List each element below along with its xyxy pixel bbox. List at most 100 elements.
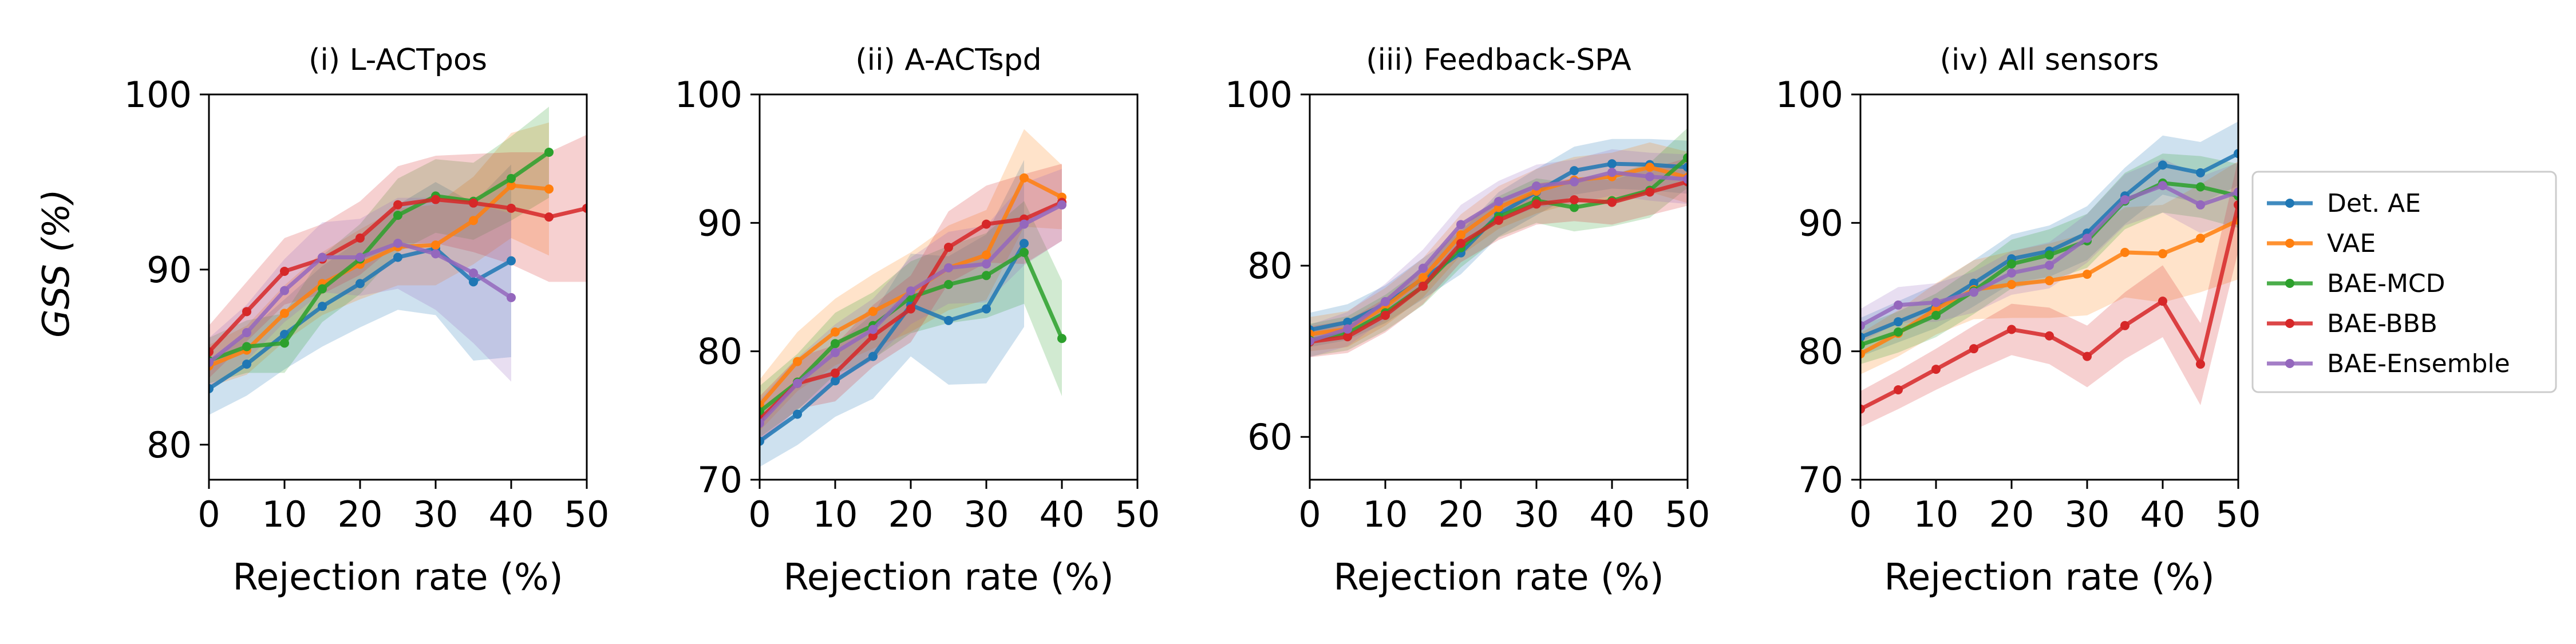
band-det-ae [209,164,511,415]
point-bae-bbb [1343,332,1352,342]
point-bae-bbb [582,203,587,213]
x-tick-label: 0 [197,493,220,535]
x-tick-label: 30 [413,493,459,535]
point-det-ae [1020,239,1029,248]
point-bae-bbb [2045,331,2054,341]
point-vae [507,181,516,191]
x-tick-label: 0 [1849,493,1871,535]
x-tick-label: 50 [564,493,610,535]
legend-marker [2285,279,2294,288]
point-vae [2158,249,2167,259]
point-vae [2045,276,2054,286]
x-tick-label: 20 [888,493,934,535]
legend-marker [2285,199,2294,208]
point-bae-ensemble [1969,287,1978,297]
x-axis-label: Rejection rate (%) [1333,556,1664,599]
legend-marker [2285,359,2294,368]
x-tick-label: 50 [1115,493,1160,535]
point-vae [831,327,840,337]
point-bae-ensemble [982,259,991,269]
point-bae-bbb [1645,187,1654,197]
point-vae [469,216,478,226]
point-bae-mcd [393,211,402,220]
point-bae-mcd [2196,182,2205,192]
point-bae-ensemble [944,263,953,272]
chart-panel-1: 0 10 20 30 40 50 80 90 100 (i) L-ACTpos Rejection … [124,43,610,599]
point-bae-mcd [1057,334,1066,343]
y-tick-label: 70 [1798,459,1843,501]
point-vae [2083,270,2092,279]
x-tick-label: 40 [1040,493,1085,535]
point-bae-mcd [280,338,289,348]
y-tick-label: 90 [1798,202,1843,244]
x-tick-label: 50 [2216,493,2261,535]
point-bae-ensemble [1343,324,1352,334]
point-det-ae [318,302,327,311]
point-bae-ensemble [906,286,915,296]
legend-label: VAE [2327,229,2376,258]
point-bae-ensemble [2196,200,2205,210]
plot-area [1860,121,2238,428]
point-vae [868,307,878,317]
point-bae-ensemble [1570,177,1579,187]
point-det-ae [1343,317,1352,327]
point-det-ae [944,315,953,325]
point-vae [982,250,991,260]
x-tick-label: 40 [489,493,534,535]
point-bae-ensemble [1645,172,1654,181]
legend-marker [2285,319,2294,328]
point-vae [1456,230,1465,240]
point-bae-ensemble [393,239,402,248]
point-bae-ensemble [831,347,840,357]
plot-area [1310,128,1688,358]
legend-label: BAE-MCD [2327,269,2445,298]
point-bae-ensemble [280,286,289,295]
point-bae-bbb [1532,199,1541,209]
point-bae-bbb [355,233,365,243]
x-tick-label: 10 [1363,493,1408,535]
legend-label: BAE-Ensemble [2327,349,2510,378]
legend-box [2251,171,2557,393]
y-tick-label: 80 [147,424,192,466]
point-bae-mcd [1570,203,1579,212]
point-det-ae [1607,159,1617,169]
point-bae-ensemble [2120,195,2129,204]
legend-item-bae-ensemble: BAE-Ensemble [2267,349,2510,378]
chart-panel-3: 0 10 20 30 40 50 60 80 100 (iii) Feedback-SPA Reje… [1225,43,1710,599]
point-bae-bbb [2007,325,2016,334]
point-bae-mcd [2045,250,2054,260]
point-bae-bbb [393,200,402,210]
plot-area [209,106,587,415]
point-bae-ensemble [469,268,478,278]
point-bae-ensemble [431,249,440,259]
point-bae-bbb [1931,365,1941,374]
y-tick-label: 100 [124,74,192,116]
point-bae-ensemble [793,378,802,388]
y-tick-label: 80 [1798,331,1843,373]
line-det-ae [760,242,1026,443]
y-tick-label: 100 [1225,74,1293,116]
chart-panel-2: 0 10 20 30 40 50 70 80 90 100 (ii) A-ACTspd Rejecti… [675,43,1160,599]
point-bae-ensemble [318,252,327,262]
band-bae-bbb [1310,157,1688,358]
point-bae-mcd [831,339,840,349]
point-vae [1931,304,1941,314]
point-det-ae [2196,168,2205,177]
point-bae-mcd [242,342,251,351]
point-bae-bbb [982,219,991,229]
legend-label: Det. AE [2327,189,2421,218]
point-vae [431,240,440,250]
point-bae-bbb [1570,195,1579,204]
x-tick-label: 50 [1665,493,1710,535]
plot-area [760,129,1066,467]
point-det-ae [1894,317,1903,327]
point-det-ae [868,351,878,361]
point-bae-bbb [906,304,915,314]
point-vae [544,184,554,194]
x-axis-label: Rejection rate (%) [232,556,563,599]
legend: Det. AE VAE BAE-MCD BAE-BBB BAE-Ensemble [2251,171,2557,393]
legend-label: BAE-BBB [2327,309,2437,338]
point-det-ae [793,409,802,419]
panel-title: (ii) A-ACTspd [855,43,1041,77]
legend-item-det-ae: Det. AE [2267,189,2421,218]
